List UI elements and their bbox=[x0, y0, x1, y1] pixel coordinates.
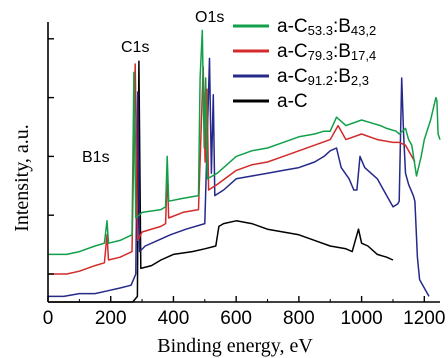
series-line-0 bbox=[48, 29, 441, 256]
peak-annotations: B1s C1s O1s bbox=[82, 9, 224, 166]
peak-label-o1s: O1s bbox=[195, 9, 224, 26]
y-axis-title: Intensity, a.u. bbox=[11, 124, 33, 232]
axes-layer bbox=[47, 22, 440, 303]
x-tick-label-0: 0 bbox=[43, 308, 54, 329]
x-tick-label-400: 400 bbox=[158, 308, 190, 329]
legend-label-3: a-C bbox=[277, 91, 308, 112]
peak-label-c1s: C1s bbox=[121, 39, 149, 56]
peak-label-b1s: B1s bbox=[82, 149, 110, 166]
legend-label-1: a-C79.3:B17,4 bbox=[277, 41, 376, 63]
x-tick-label-200: 200 bbox=[95, 308, 127, 329]
legend: a-C53.3:B43,2 a-C79.3:B17,4 a-C91.2:B2,3 a-… bbox=[233, 16, 376, 112]
y-tick-group bbox=[48, 38, 54, 275]
x-tick-label-1200: 1200 bbox=[403, 308, 445, 329]
series-line-1 bbox=[48, 63, 416, 275]
series-layer bbox=[48, 29, 441, 303]
legend-label-0: a-C53.3:B43,2 bbox=[277, 16, 376, 38]
x-tick-label-600: 600 bbox=[220, 308, 252, 329]
x-tick-label-800: 800 bbox=[283, 308, 315, 329]
x-tick-group: 0 200 400 600 800 1000 1200 bbox=[43, 296, 445, 329]
x-axis-title: Binding energy, eV bbox=[157, 335, 313, 357]
x-tick-label-1000: 1000 bbox=[340, 308, 382, 329]
legend-label-2: a-C91.2:B2,3 bbox=[277, 66, 369, 88]
series-line-2 bbox=[48, 57, 430, 298]
